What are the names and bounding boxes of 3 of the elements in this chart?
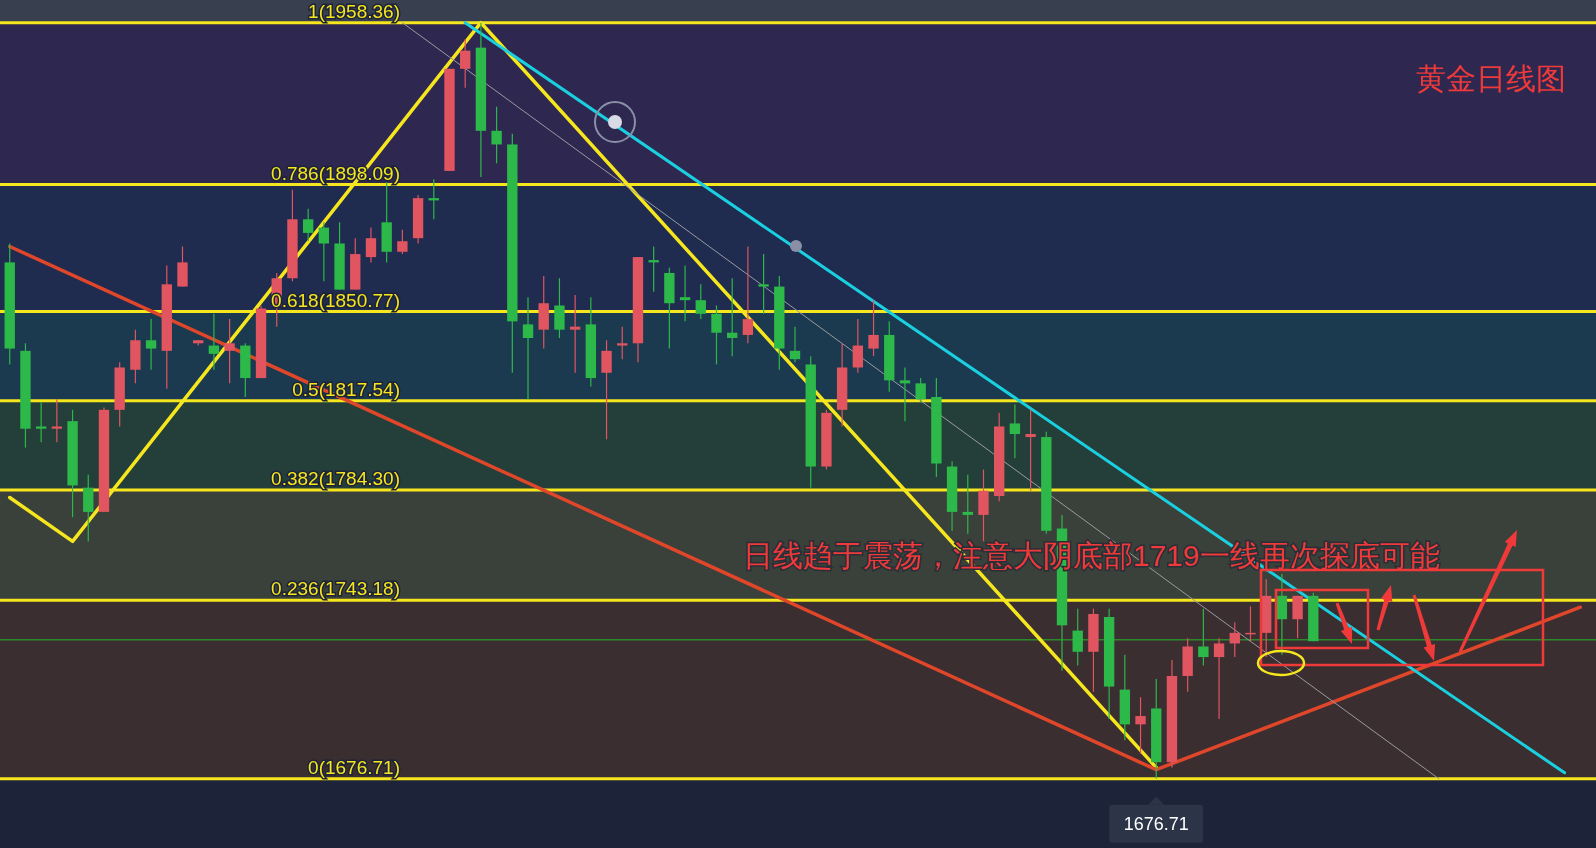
title: 黄金日线图 [1416, 62, 1566, 95]
annotation: 1676.71 [1109, 796, 1204, 843]
annotation: 1676.71 [1123, 813, 1189, 834]
